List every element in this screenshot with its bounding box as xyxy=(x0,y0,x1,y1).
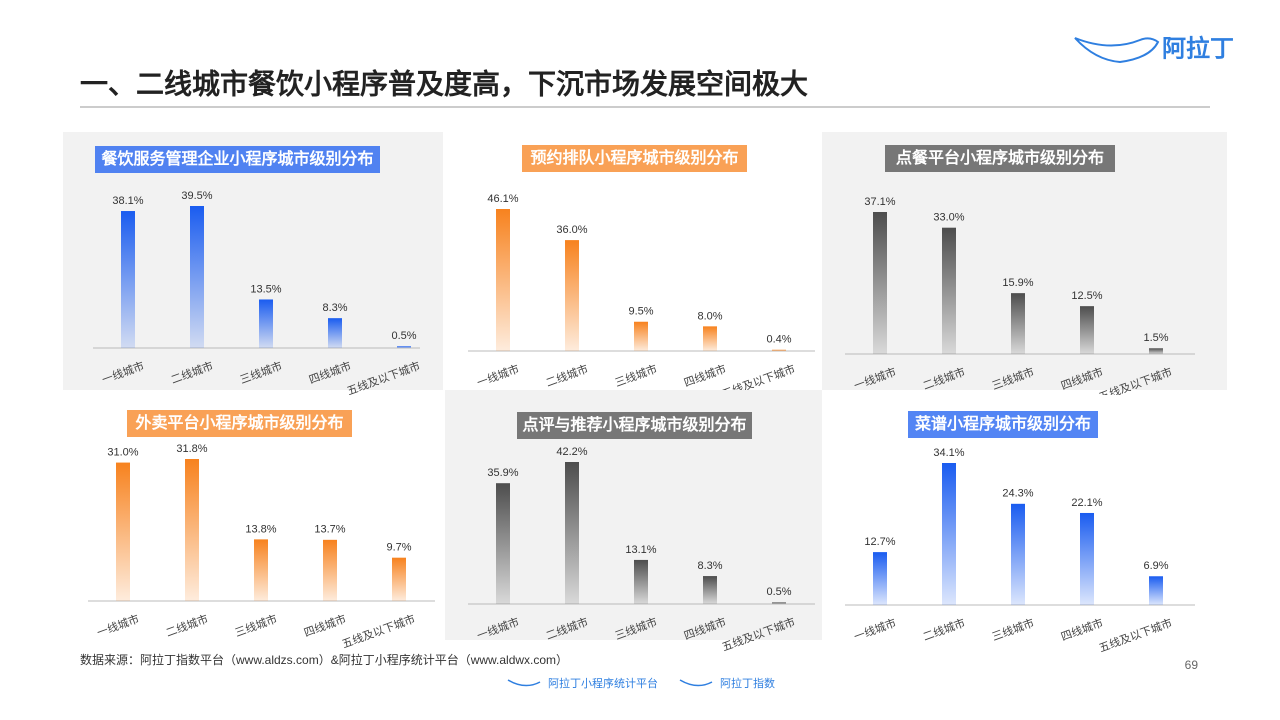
value-label: 38.1% xyxy=(112,195,143,207)
value-label: 13.1% xyxy=(625,544,656,556)
chart-panel: 点评与推荐小程序城市级别分布35.9%一线城市42.2%二线城市13.1%三线城… xyxy=(445,390,822,654)
title-tag xyxy=(908,411,1098,438)
page-number: 69 xyxy=(1185,658,1199,672)
bar xyxy=(565,462,579,604)
value-label: 13.8% xyxy=(245,523,276,535)
value-label: 8.3% xyxy=(322,302,347,314)
value-label: 36.0% xyxy=(556,224,587,236)
bar xyxy=(185,459,199,601)
footer-logo: 阿拉丁指数 xyxy=(720,676,775,690)
value-label: 12.5% xyxy=(1071,290,1102,302)
value-label: 35.9% xyxy=(487,467,518,479)
value-label: 39.5% xyxy=(181,190,212,202)
value-label: 22.1% xyxy=(1071,497,1102,509)
title-tag xyxy=(95,146,380,173)
bar xyxy=(328,318,342,348)
bar xyxy=(634,321,648,351)
bar xyxy=(703,576,717,604)
value-label: 12.7% xyxy=(864,536,895,548)
footer-logo: 阿拉丁小程序统计平台 xyxy=(548,676,658,690)
title-tag xyxy=(885,145,1115,172)
bar xyxy=(873,212,887,354)
value-label: 37.1% xyxy=(864,196,895,208)
chart-title: 点餐平台小程序城市级别分布 xyxy=(896,148,1104,167)
chart-title: 餐饮服务管理企业小程序城市级别分布 xyxy=(100,149,373,168)
chart-title: 点评与推荐小程序城市级别分布 xyxy=(522,415,746,434)
logo-text: 阿拉丁 xyxy=(1162,34,1234,62)
bar xyxy=(259,299,273,348)
chart-panel: 外卖平台小程序城市级别分布31.0%一线城市31.8%二线城市13.8%三线城市… xyxy=(68,395,440,651)
footer-logo-icon xyxy=(679,679,713,687)
title-tag xyxy=(517,412,752,439)
value-label: 46.1% xyxy=(487,193,518,205)
bar xyxy=(397,346,411,348)
footer-logo-icon xyxy=(507,679,541,687)
value-label: 8.0% xyxy=(697,310,722,322)
bar xyxy=(873,552,887,605)
chart-panel: 预约排队小程序城市级别分布46.1%一线城市36.0%二线城市9.5%三线城市8… xyxy=(445,132,820,401)
chart-panel: 菜谱小程序城市级别分布12.7%一线城市34.1%二线城市24.3%三线城市22… xyxy=(822,395,1227,655)
bar xyxy=(1011,503,1025,605)
chart-title: 外卖平台小程序城市级别分布 xyxy=(134,413,343,432)
value-label: 1.5% xyxy=(1143,332,1168,344)
value-label: 13.5% xyxy=(250,283,281,295)
value-label: 0.5% xyxy=(766,586,791,598)
slide-title: 一、二线城市餐饮小程序普及度高，下沉市场发展空间极大 xyxy=(80,67,808,99)
value-label: 6.9% xyxy=(1143,560,1168,572)
bar xyxy=(772,602,786,604)
bar xyxy=(942,463,956,605)
chart-title: 预约排队小程序城市级别分布 xyxy=(530,148,738,167)
bar xyxy=(323,539,337,601)
chart-panel: 餐饮服务管理企业小程序城市级别分布38.1%一线城市39.5%二线城市13.5%… xyxy=(63,132,443,398)
value-label: 9.7% xyxy=(386,542,411,554)
bar xyxy=(190,206,204,348)
value-label: 8.3% xyxy=(697,560,722,572)
bar xyxy=(565,240,579,351)
value-label: 15.9% xyxy=(1002,277,1033,289)
value-label: 13.7% xyxy=(314,524,345,536)
value-label: 0.4% xyxy=(766,334,791,346)
bar xyxy=(703,326,717,351)
value-label: 42.2% xyxy=(556,446,587,458)
value-label: 31.8% xyxy=(176,443,207,455)
value-label: 0.5% xyxy=(391,330,416,342)
bar xyxy=(772,349,786,351)
bar xyxy=(1080,306,1094,354)
logo: 阿拉丁 xyxy=(1074,34,1234,64)
value-label: 31.0% xyxy=(107,446,138,458)
bar xyxy=(1080,512,1094,605)
bar xyxy=(496,209,510,351)
value-label: 33.0% xyxy=(933,212,964,224)
value-label: 9.5% xyxy=(628,306,653,318)
bar xyxy=(496,483,510,604)
value-label: 34.1% xyxy=(933,447,964,459)
bar xyxy=(1011,293,1025,354)
bar xyxy=(254,539,268,601)
source: 数据来源：阿拉丁指数平台（www.aldzs.com）&阿拉丁小程序统计平台（w… xyxy=(80,652,568,667)
bar xyxy=(1149,348,1163,354)
bar xyxy=(116,462,130,601)
chart-title: 菜谱小程序城市级别分布 xyxy=(914,414,1091,433)
bar xyxy=(1149,576,1163,605)
bar xyxy=(392,557,406,601)
bar xyxy=(634,559,648,604)
bar xyxy=(942,227,956,354)
bar xyxy=(121,211,135,348)
value-label: 24.3% xyxy=(1002,488,1033,500)
title-tag xyxy=(127,410,352,437)
title-tag xyxy=(522,145,747,172)
charts: 餐饮服务管理企业小程序城市级别分布38.1%一线城市39.5%二线城市13.5%… xyxy=(63,132,1227,655)
chart-panel: 点餐平台小程序城市级别分布37.1%一线城市33.0%二线城市15.9%三线城市… xyxy=(822,132,1227,404)
